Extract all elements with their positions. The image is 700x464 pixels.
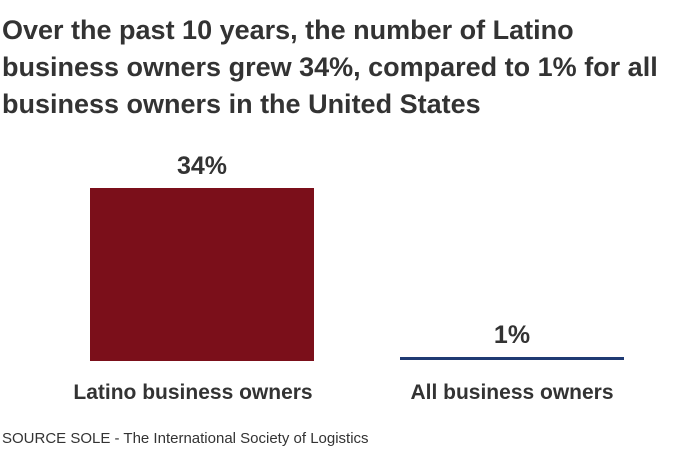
bar-all-business-owners	[400, 357, 624, 360]
bar-value-label: 34%	[177, 152, 227, 180]
bar-value-label: 1%	[494, 321, 530, 349]
category-label: All business owners	[410, 381, 613, 404]
bar-latino-business-owners	[90, 188, 314, 361]
chart-title: Over the past 10 years, the number of La…	[2, 15, 658, 119]
category-label: Latino business owners	[73, 381, 312, 404]
source-note: SOURCE SOLE - The International Society …	[2, 430, 369, 447]
